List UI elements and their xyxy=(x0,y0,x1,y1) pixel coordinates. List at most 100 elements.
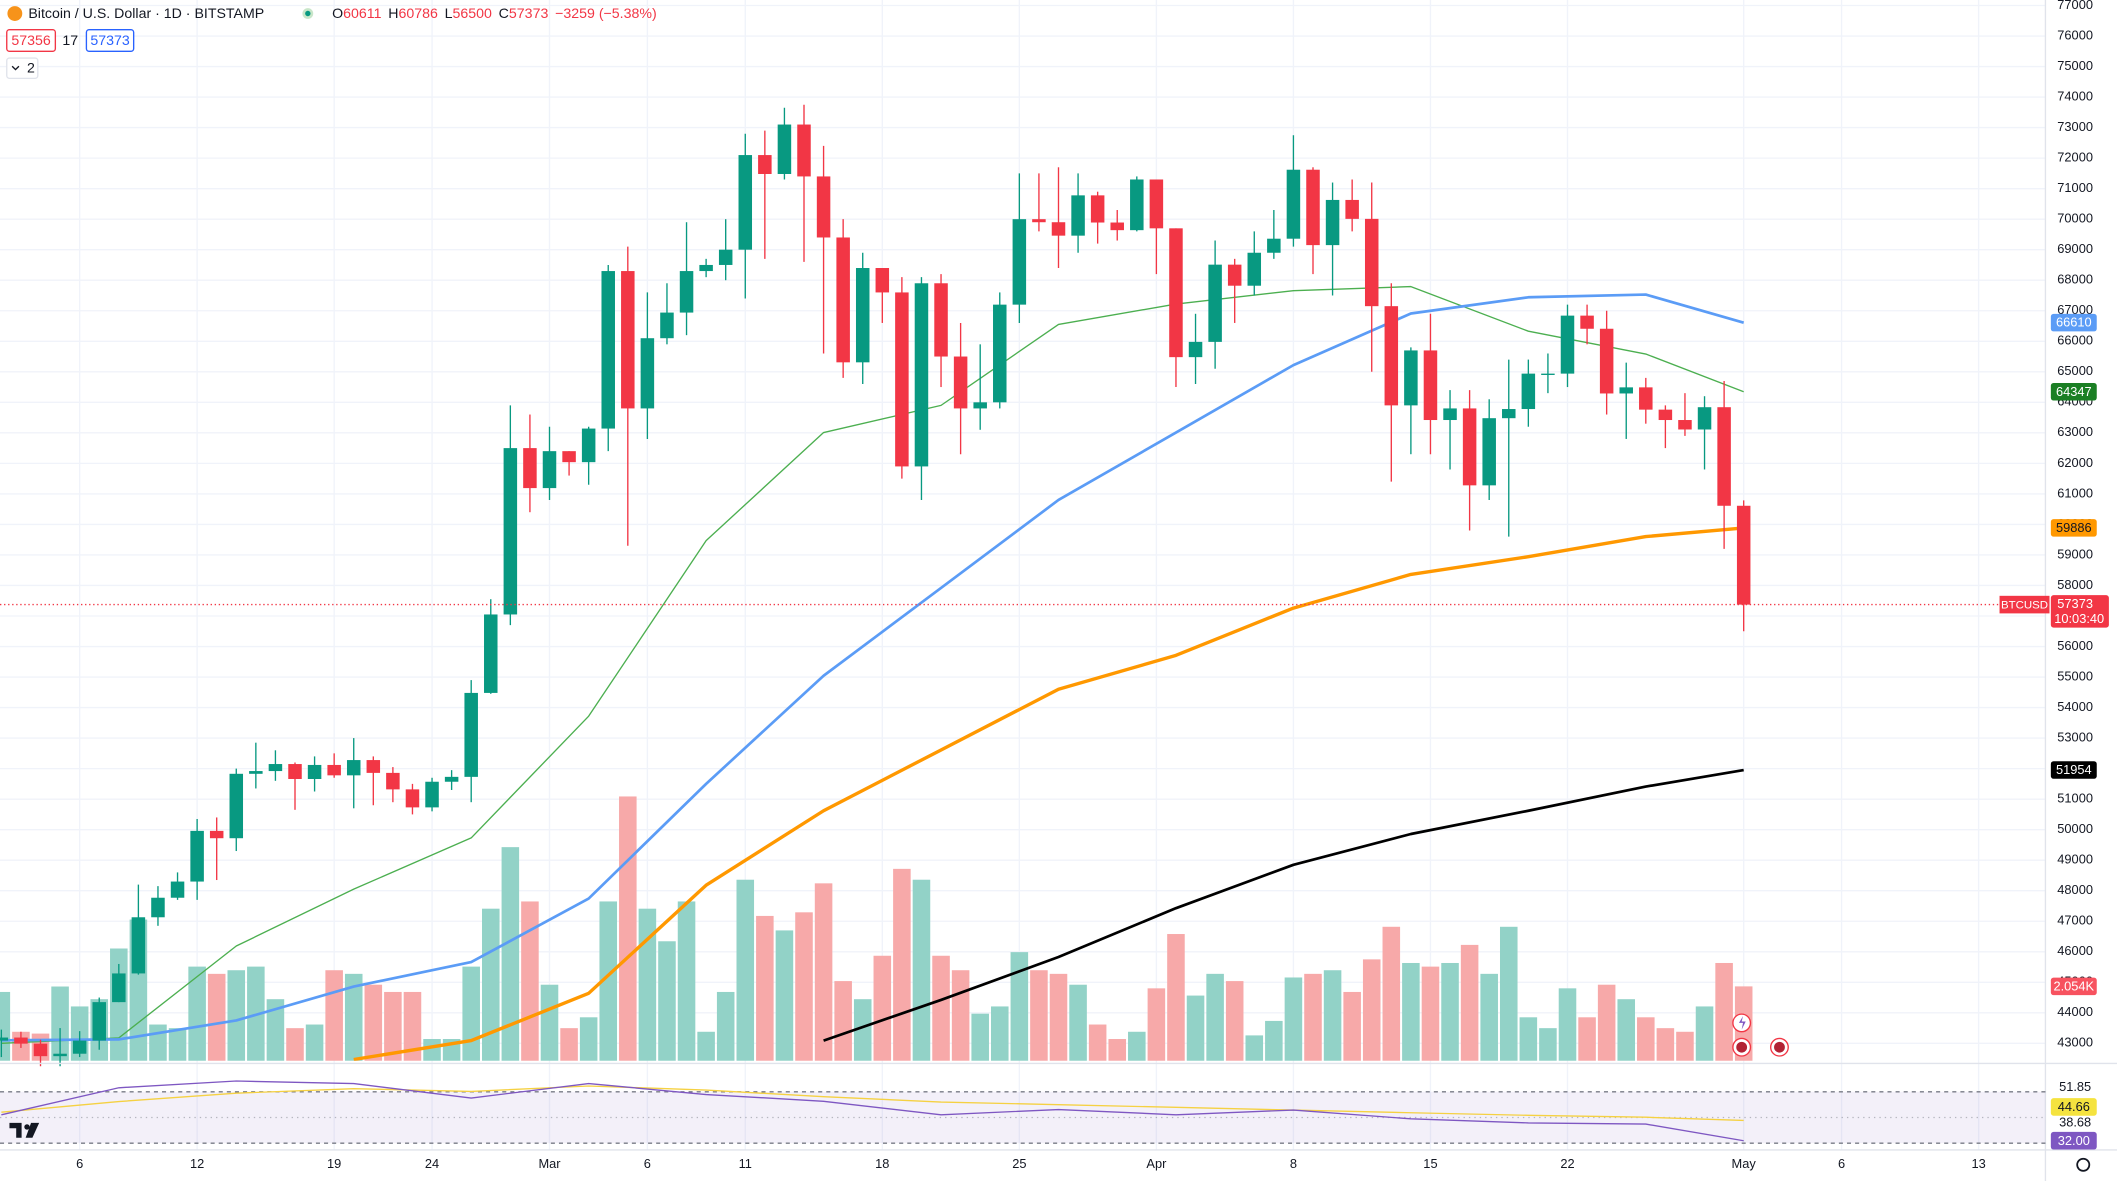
y-tick-label: 53000 xyxy=(2057,729,2093,744)
volume-bar xyxy=(0,991,11,1061)
symbol-icon xyxy=(7,6,23,21)
ask-box[interactable] xyxy=(85,29,135,53)
candle-body xyxy=(836,237,850,363)
ohlc-value: 60611 xyxy=(343,6,381,22)
bid-box[interactable] xyxy=(6,29,57,53)
candle-body xyxy=(738,155,753,250)
volume-bar xyxy=(1167,934,1185,1061)
moving-average xyxy=(1,293,1745,1042)
candle-body xyxy=(1051,222,1066,236)
x-tick-label: May xyxy=(1732,1156,1757,1171)
candle-body xyxy=(405,789,420,808)
candle-body xyxy=(503,448,518,615)
candle-body xyxy=(1462,408,1477,486)
x-tick-label: 15 xyxy=(1423,1156,1437,1171)
candle-body xyxy=(875,268,890,293)
ohlc-value: 56500 xyxy=(453,6,493,22)
candle-body xyxy=(973,402,987,409)
rsi-ma-line xyxy=(1,1085,1744,1122)
candle-body xyxy=(1012,219,1027,305)
candle-body xyxy=(33,1043,48,1057)
price-tag xyxy=(2050,382,2097,401)
volume-bar xyxy=(521,901,539,1061)
y-tick-label: 75000 xyxy=(2057,58,2093,73)
y-tick-label: 54000 xyxy=(2057,699,2093,714)
volume-bar xyxy=(1245,1035,1264,1061)
y-tick-label: 65000 xyxy=(2057,363,2093,378)
volume-tag-label: 2.054K xyxy=(2053,978,2094,993)
x-tick-label: 6 xyxy=(1838,1156,1845,1171)
volume-bar xyxy=(932,955,950,1061)
volume-bar xyxy=(1362,959,1381,1061)
candle-body xyxy=(386,772,400,790)
candle-body xyxy=(92,1002,106,1041)
volume-bar xyxy=(1637,1017,1655,1061)
candle-body xyxy=(190,830,204,882)
volume-bar xyxy=(795,912,813,1061)
candle-body xyxy=(758,155,772,174)
candle-body xyxy=(327,764,341,776)
y-tick-label: 43000 xyxy=(2057,1035,2093,1050)
price-tag xyxy=(2050,519,2097,537)
volume-bar xyxy=(951,970,970,1061)
volume-bar xyxy=(1421,966,1440,1061)
candle-body xyxy=(699,264,713,272)
volume-bar xyxy=(423,1039,441,1061)
candle-body xyxy=(1110,222,1124,231)
volume-bar xyxy=(51,986,69,1061)
volume-bar xyxy=(462,966,480,1061)
y-tick-label: 70000 xyxy=(2057,211,2093,226)
candle-body xyxy=(366,760,381,773)
indicators-count[interactable]: 2 xyxy=(27,61,35,77)
volume-bar xyxy=(1225,981,1244,1061)
candle-body xyxy=(1384,306,1399,406)
candle-body xyxy=(1149,179,1164,229)
candle-body xyxy=(14,1037,28,1044)
volume-bar xyxy=(540,984,559,1061)
volume-bar xyxy=(1049,973,1068,1061)
indicators-toggle[interactable] xyxy=(6,57,39,80)
candle-body xyxy=(1090,195,1105,223)
y-tick-label: 76000 xyxy=(2057,27,2093,42)
ohlc-key: L xyxy=(445,6,453,22)
price-tag-label: 66610 xyxy=(2056,315,2092,330)
y-tick-label: 50000 xyxy=(2057,821,2093,836)
volume-bar xyxy=(1558,988,1577,1061)
moving-average xyxy=(1,285,1744,1044)
y-tick-label: 58000 xyxy=(2057,577,2093,592)
y-tick-label: 46000 xyxy=(2057,943,2093,958)
candle-body xyxy=(1325,199,1340,246)
bid[interactable]: 57356 xyxy=(11,33,51,49)
volume-bar xyxy=(1519,1017,1538,1061)
volume-bar xyxy=(1343,991,1361,1061)
candle-body xyxy=(934,283,948,357)
event-glyph xyxy=(1738,1016,1746,1030)
price-tag-label: 64347 xyxy=(2056,384,2092,399)
candle-body xyxy=(895,292,909,467)
volume-bar xyxy=(384,991,402,1061)
moving-average xyxy=(353,526,1744,1061)
candle-body xyxy=(1619,387,1633,394)
ohlc-key: H xyxy=(388,6,398,22)
candle-body xyxy=(229,773,244,839)
chevron xyxy=(11,65,20,71)
ma-layer xyxy=(1,285,1745,1061)
moving-average xyxy=(823,768,1744,1042)
volume-bar xyxy=(697,1031,715,1061)
ask[interactable]: 57373 xyxy=(90,33,130,49)
rsi-tag xyxy=(2050,1098,2097,1116)
candle-body xyxy=(1286,169,1301,239)
x-tick-label: 18 xyxy=(875,1156,889,1171)
candle-body xyxy=(1423,350,1438,421)
settings-icon[interactable] xyxy=(2076,1157,2091,1172)
volume-bar xyxy=(227,970,246,1061)
candle-body xyxy=(307,764,322,779)
volume-bar xyxy=(266,999,285,1061)
ohlc-legend: O60611 H60786 L56500 C57373 −3259 (−5.38%) xyxy=(332,6,657,22)
volume-bar xyxy=(168,1028,187,1061)
volume-bar xyxy=(1323,970,1342,1061)
volume-bar xyxy=(971,1013,989,1061)
volume-bar xyxy=(344,973,363,1061)
volume-bar xyxy=(912,879,931,1061)
candle-body xyxy=(249,771,263,774)
